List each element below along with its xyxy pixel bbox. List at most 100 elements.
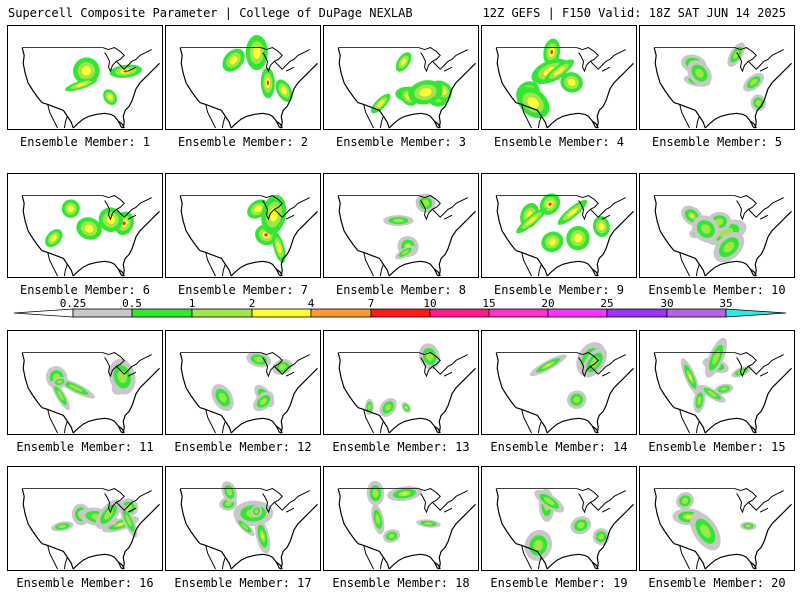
colorbar-tick-label: 15 [482,297,496,310]
florida-outline [749,120,757,129]
colorbar-swatch [370,308,431,318]
great-lakes-outline [734,352,784,378]
scp-contours [51,498,139,538]
scp-contour-fill [252,46,261,59]
scp-contour-fill [122,221,126,226]
scp-contour-fill [755,99,762,106]
florida-outline [591,120,599,129]
coastline [337,195,476,277]
florida-outline [275,561,283,570]
scp-contour-fill [688,374,692,380]
scp-contour-fill [375,514,381,525]
scp-contour-fill [567,78,576,86]
ensemble-member-map [165,173,321,278]
scp-contour-fill [577,522,585,529]
great-lakes-outline [576,352,626,378]
scp-contour-fill [690,214,694,218]
mexico-outline [205,252,226,277]
great-lakes-outline [260,488,310,514]
ensemble-member-map [165,25,321,130]
colorbar-swatch [72,308,133,318]
florida-outline [117,120,125,129]
florida-outline [433,561,441,570]
member-label: Ensemble Member: 8 [335,283,467,297]
ensemble-member-map [481,466,637,571]
member-label: Ensemble Member: 15 [648,440,786,454]
scp-contours [45,358,136,411]
great-lakes-outline [102,47,152,73]
page-title: Supercell Composite Parameter | College … [8,6,413,20]
scp-contour-fill [117,523,124,526]
ensemble-member-map [481,173,637,278]
scp-contour-fill [67,205,74,212]
scp-contour-fill [388,533,395,539]
ensemble-member-map [639,25,795,130]
coastline [495,195,634,277]
coastline [653,488,792,570]
colorbar-tick-label: 20 [541,297,555,310]
scp-contour-fill [712,350,720,365]
ensemble-member-map [639,173,795,278]
great-lakes-outline [260,47,310,73]
mexico-outline [679,104,700,129]
scp-contours [672,492,757,551]
us-map [21,488,160,570]
coastline [653,352,792,434]
colorbar-low-arrow [13,308,74,318]
great-lakes-outline [576,488,626,514]
colorbar-tick-label: 4 [307,297,315,310]
scp-contour-fill [278,364,286,370]
mexico-outline [363,545,384,570]
mexico-outline [521,104,542,129]
mexico-outline [679,252,700,277]
ensemble-member-map [323,466,479,571]
colorbar-swatch [251,308,312,318]
us-map [179,35,318,129]
scp-contour-fill [57,390,64,401]
scp-contour-fill [254,205,262,213]
scp-contour-fill [573,396,581,403]
member-label: Ensemble Member: 20 [648,576,786,590]
member-label: Ensemble Member: 14 [490,440,628,454]
colorbar-tick-label: 35 [719,297,733,310]
great-lakes-outline [418,352,468,378]
scp-contours [681,205,747,263]
florida-outline [275,120,283,129]
florida-outline [275,268,283,277]
colorbar-swatch [310,308,372,318]
scp-contour-fill [700,524,711,538]
great-lakes-outline [102,352,152,378]
ensemble-member-map [639,466,795,571]
scp-contour-fill [254,356,264,363]
ensemble-member-map [165,330,321,435]
member-label: Ensemble Member: 4 [493,135,625,149]
scp-contours [366,480,441,543]
scp-contour-fill [598,222,605,231]
scp-contour-fill [723,241,735,253]
scp-contour-fill [372,488,379,498]
scp-contour-fill [573,233,583,243]
us-map [653,337,792,434]
scp-contour-fill [75,82,87,88]
florida-outline [749,561,757,570]
colorbar-swatch [547,308,608,318]
ensemble-member-map [323,330,479,435]
florida-outline [433,268,441,277]
florida-outline [117,561,125,570]
us-map [337,343,476,434]
scp-contour-fill [84,224,94,233]
us-map [21,195,160,277]
florida-outline [117,425,125,434]
scp-contour-fill [548,202,552,206]
ensemble-member-map [7,25,163,130]
coastline [495,352,634,434]
scp-contour-fill [385,404,392,411]
scp-contour-fill [81,66,92,76]
scp-contour-fill [425,351,434,361]
scp-contours [364,343,440,417]
scp-contour-fill [548,238,557,246]
member-label: Ensemble Member: 2 [177,135,309,149]
scp-contour-fill [125,514,132,527]
scp-contours [383,193,436,260]
scp-contour-fill [419,88,432,97]
